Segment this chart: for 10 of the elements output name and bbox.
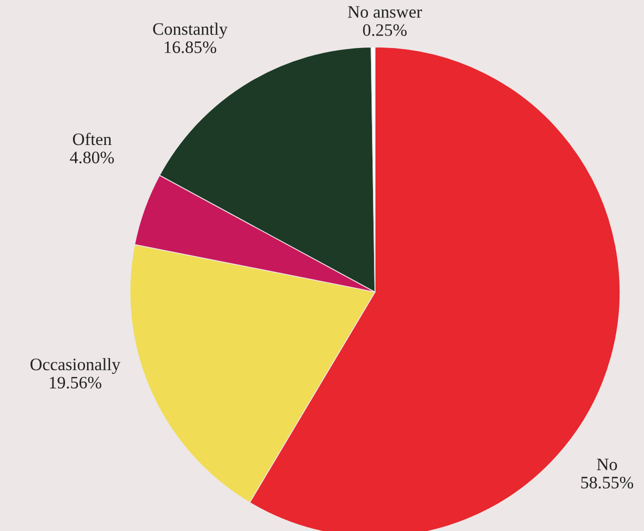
slice-label: Often xyxy=(72,132,112,146)
data-label: 4.80% xyxy=(70,152,114,164)
data-label: 0.25% xyxy=(363,24,407,36)
slice-label: No answer xyxy=(348,6,422,18)
data-label: 19.56% xyxy=(50,376,102,389)
data-label: 16.85% xyxy=(164,41,216,54)
slice-label: Occasionally xyxy=(30,358,120,374)
slice-label: No xyxy=(596,458,617,470)
slice-label: Constantly xyxy=(153,22,228,38)
data-label: 58.55% xyxy=(581,476,634,489)
